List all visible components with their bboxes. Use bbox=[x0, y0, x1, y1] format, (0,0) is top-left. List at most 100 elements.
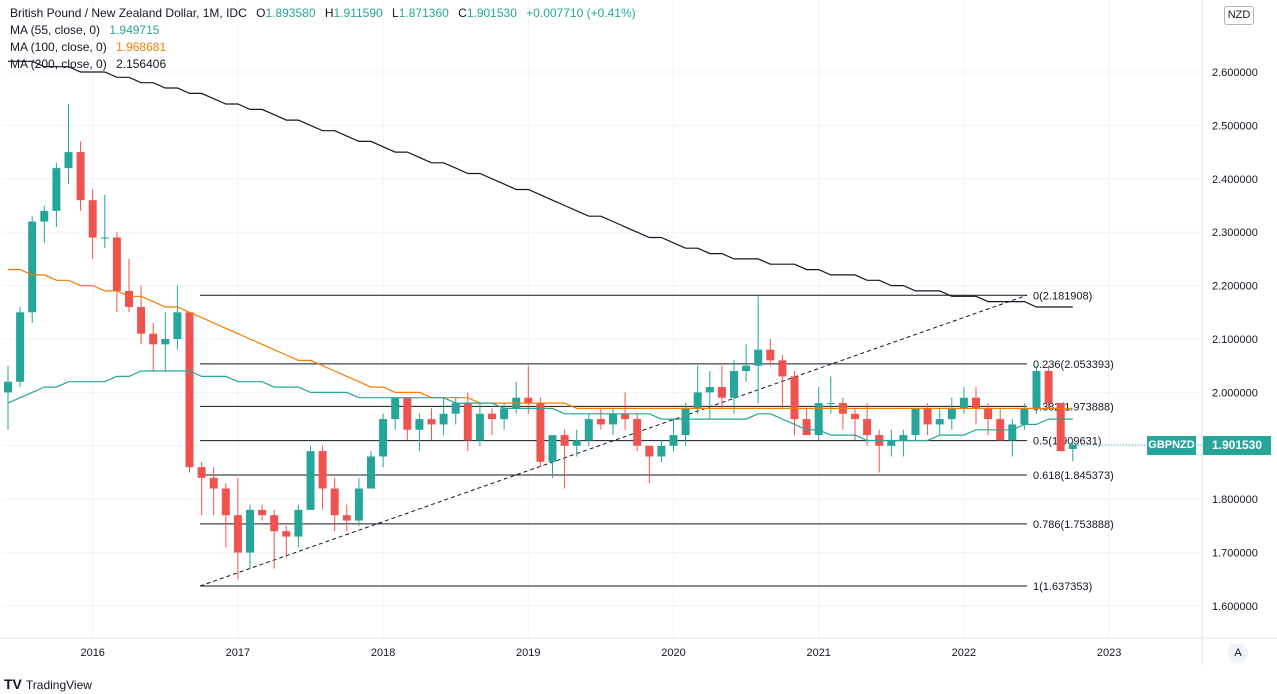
candle-body bbox=[500, 408, 509, 420]
candle-body bbox=[367, 456, 375, 489]
candle-up bbox=[899, 429, 908, 457]
candle-down bbox=[233, 477, 242, 580]
ma55-label: MA (55, close, 0) bbox=[10, 23, 101, 37]
y-tick-label: 2.600000 bbox=[1212, 67, 1258, 79]
ma200-legend[interactable]: MA (200, close, 0) 2.156406 bbox=[10, 56, 636, 73]
candle-body bbox=[16, 312, 25, 382]
fib-level-label: 0.236(2.053393) bbox=[1033, 359, 1114, 371]
candle-body bbox=[125, 290, 133, 307]
candle-body bbox=[863, 419, 872, 436]
candle-body bbox=[609, 413, 617, 425]
candle-body bbox=[959, 397, 968, 409]
candle-up bbox=[40, 205, 49, 243]
candle-down bbox=[1044, 365, 1053, 409]
candle-body bbox=[972, 397, 980, 409]
ma55-value: 1.949715 bbox=[109, 23, 160, 37]
candle-body bbox=[1032, 371, 1041, 409]
candle-body bbox=[1044, 371, 1053, 404]
candle-up bbox=[354, 477, 363, 526]
chart-legend: British Pound / New Zealand Dollar, 1M, … bbox=[10, 5, 636, 73]
low-label: L bbox=[392, 6, 399, 20]
x-tick-label: 2019 bbox=[516, 647, 540, 659]
candle-up bbox=[306, 445, 315, 510]
y-tick-label: 1.600000 bbox=[1212, 601, 1258, 613]
tradingview-logo[interactable]: TV TradingView bbox=[4, 676, 92, 692]
candle-up bbox=[705, 371, 714, 420]
auto-scale-button[interactable]: A bbox=[1228, 643, 1248, 663]
close-value: 1.901530 bbox=[466, 6, 517, 20]
candle-body bbox=[778, 360, 787, 377]
candle-down bbox=[185, 312, 194, 473]
currency-badge[interactable]: NZD bbox=[1224, 6, 1254, 25]
candle-body bbox=[947, 408, 956, 420]
candle-body bbox=[572, 440, 581, 446]
candle-body bbox=[330, 488, 339, 516]
candle-up bbox=[415, 413, 424, 452]
candle-down bbox=[209, 467, 218, 516]
candle-body bbox=[173, 312, 182, 339]
candle-body bbox=[415, 419, 424, 430]
candle-up bbox=[64, 104, 73, 185]
ma100-legend[interactable]: MA (100, close, 0) 1.968681 bbox=[10, 39, 636, 56]
fib-level-label: 0.618(1.845373) bbox=[1033, 470, 1114, 482]
fibonacci-retracement[interactable]: 0(2.181908) 0.236(2.053393) 0.382(1.973888… bbox=[199, 290, 1114, 593]
ma55-legend[interactable]: MA (55, close, 0) 1.949715 bbox=[10, 22, 636, 39]
candle-body bbox=[197, 467, 206, 478]
candle-down bbox=[802, 408, 811, 436]
candle-up bbox=[1068, 439, 1077, 462]
candle-body bbox=[814, 403, 823, 436]
candle-up bbox=[1020, 403, 1029, 430]
candle-body bbox=[645, 445, 654, 457]
candle-body bbox=[185, 312, 194, 468]
candle-up bbox=[572, 429, 581, 457]
candle-up bbox=[814, 387, 823, 441]
candle-up bbox=[1008, 419, 1017, 457]
candle-down bbox=[403, 397, 412, 441]
candle-body bbox=[887, 440, 896, 446]
ma100-value: 1.968681 bbox=[116, 40, 167, 54]
change-value: +0.007710 (+0.41%) bbox=[526, 6, 636, 20]
open-value: 1.893580 bbox=[265, 6, 316, 20]
candle-up bbox=[1032, 365, 1041, 414]
candle-up bbox=[754, 296, 763, 404]
candle-up bbox=[28, 216, 37, 323]
fib-level-label: 0.5(1.909631) bbox=[1033, 436, 1102, 448]
candle-body bbox=[717, 387, 726, 398]
candle-body bbox=[766, 349, 775, 361]
high-label: H bbox=[324, 6, 334, 20]
fib-trend-line bbox=[199, 294, 1028, 587]
candle-down bbox=[645, 445, 654, 484]
y-tick-label: 2.300000 bbox=[1212, 227, 1258, 239]
candle-body bbox=[1008, 424, 1017, 441]
candle-down bbox=[318, 445, 327, 510]
candle-up bbox=[439, 397, 448, 436]
candle-up bbox=[826, 376, 835, 414]
candle-down bbox=[463, 392, 472, 452]
candle-body bbox=[451, 403, 460, 414]
candle-down bbox=[778, 355, 787, 409]
candle-down bbox=[221, 483, 230, 548]
candle-up bbox=[887, 429, 896, 457]
candle-body bbox=[306, 451, 315, 510]
candle-body bbox=[221, 488, 230, 516]
candle-body bbox=[1056, 403, 1065, 452]
candle-up bbox=[52, 162, 61, 227]
candle-down bbox=[282, 525, 291, 558]
candle-body bbox=[524, 397, 533, 404]
symbol-title: British Pound / New Zealand Dollar, 1M, … bbox=[10, 6, 247, 20]
x-tick-label: 2022 bbox=[952, 647, 976, 659]
candle-body bbox=[657, 445, 666, 457]
candle-down bbox=[536, 397, 545, 468]
candle-up bbox=[100, 194, 109, 249]
candle-down bbox=[137, 285, 146, 345]
x-tick-label: 2020 bbox=[661, 647, 685, 659]
candle-body bbox=[899, 435, 908, 441]
candle-up bbox=[173, 285, 182, 350]
candle-up bbox=[584, 413, 593, 446]
candle-up bbox=[294, 504, 303, 548]
candle-body bbox=[342, 515, 351, 521]
candle-body bbox=[548, 435, 557, 462]
candle-body bbox=[100, 237, 109, 239]
